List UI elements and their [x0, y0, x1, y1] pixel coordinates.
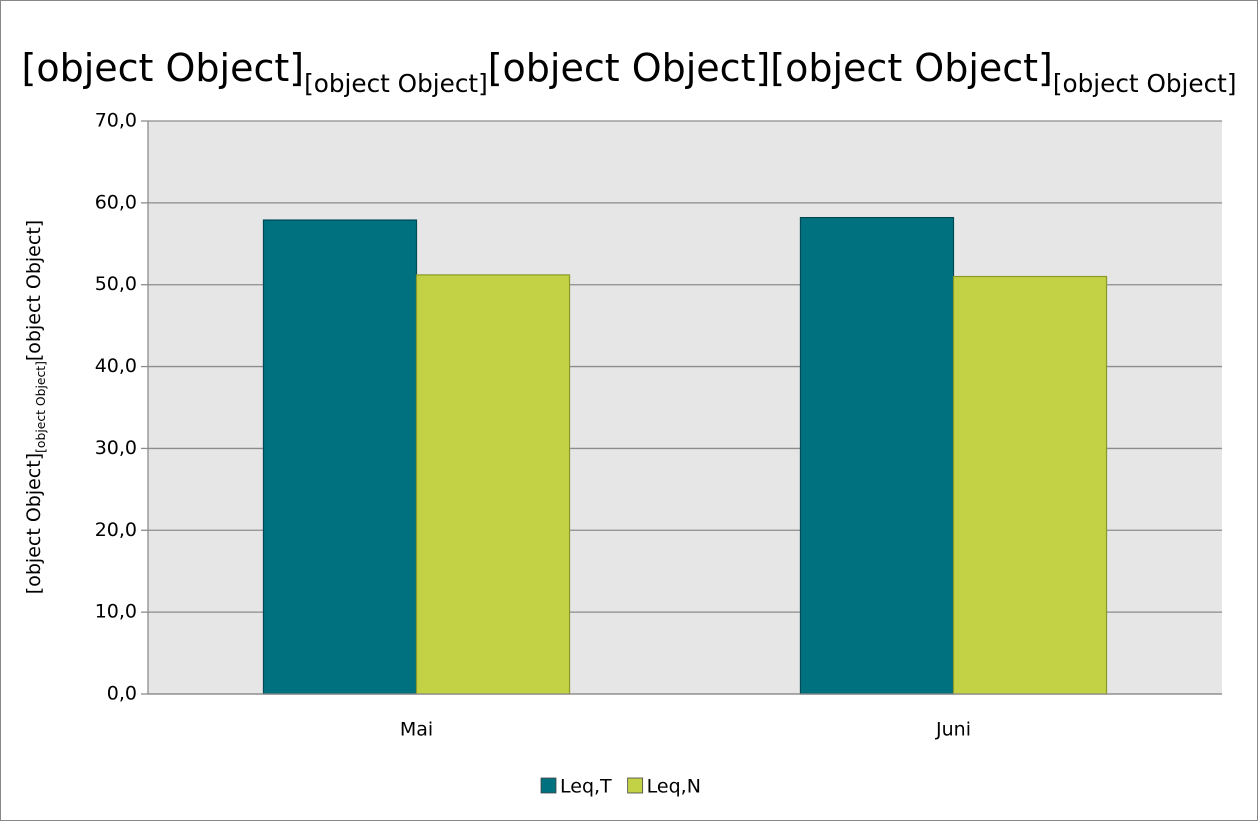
subscript: [object Object]: [1053, 69, 1237, 98]
chart-title: [object Object][object Object][object Ob…: [22, 46, 1237, 98]
text-part: [object Object]: [23, 453, 45, 594]
legend-swatch: [627, 777, 644, 794]
y-tick-label: 60,0: [95, 191, 137, 213]
x-tick-label: Juni: [935, 719, 971, 741]
bar: [262, 219, 418, 695]
subscript: [object Object]: [34, 361, 48, 453]
bar: [799, 216, 955, 695]
text-part: [object Object]: [22, 46, 305, 90]
y-axis-label: [object Object][object Object][object Ob…: [23, 220, 48, 594]
y-tick-label: 40,0: [95, 355, 137, 377]
y-tick-label: 50,0: [95, 273, 137, 295]
text-part: [object Object]: [488, 46, 771, 90]
y-tick-label: 0,0: [107, 683, 137, 705]
y-tick-label: 70,0: [95, 110, 137, 132]
text-part: [object Object]: [23, 220, 45, 361]
y-tick-label: 30,0: [95, 437, 137, 459]
legend-label: Leq,T: [560, 776, 612, 798]
bar: [952, 275, 1108, 695]
subscript: [object Object]: [304, 69, 488, 98]
y-tick-label: 20,0: [95, 519, 137, 541]
text-part: [object Object]: [770, 46, 1053, 90]
bar: [415, 274, 571, 695]
legend-label: Leq,N: [647, 776, 701, 798]
x-tick-label: Mai: [400, 719, 433, 741]
y-tick-label: 10,0: [95, 601, 137, 623]
legend-swatch: [540, 777, 557, 794]
